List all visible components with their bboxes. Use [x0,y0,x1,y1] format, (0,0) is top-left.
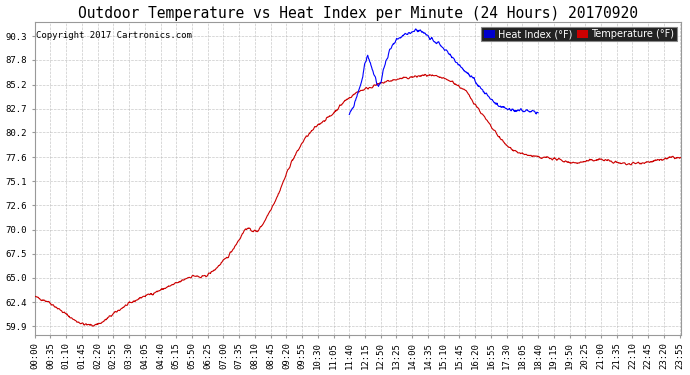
Text: Copyright 2017 Cartronics.com: Copyright 2017 Cartronics.com [36,31,192,40]
Legend: Heat Index (°F), Temperature (°F): Heat Index (°F), Temperature (°F) [482,27,677,42]
Title: Outdoor Temperature vs Heat Index per Minute (24 Hours) 20170920: Outdoor Temperature vs Heat Index per Mi… [78,6,638,21]
